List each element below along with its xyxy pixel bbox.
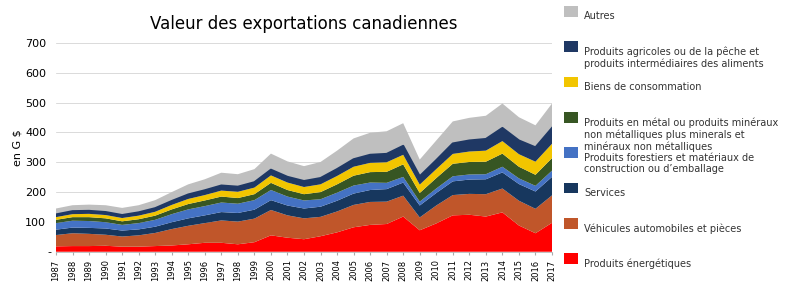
- Text: Services: Services: [584, 188, 625, 198]
- Title: Valeur des exportations canadiennes: Valeur des exportations canadiennes: [150, 15, 458, 33]
- Text: Produits en métal ou produits minéraux
non métalliques plus minerals et
minéraux: Produits en métal ou produits minéraux n…: [584, 117, 778, 152]
- Text: Véhicules automobiles et pièces: Véhicules automobiles et pièces: [584, 223, 742, 234]
- Text: Produits agricoles ou de la pêche et
produits intermédiaires des aliments: Produits agricoles ou de la pêche et pro…: [584, 47, 764, 69]
- Text: Biens de consommation: Biens de consommation: [584, 82, 702, 92]
- Text: Autres: Autres: [584, 11, 616, 21]
- Text: Produits forestiers et matériaux de
construction ou d’emballage: Produits forestiers et matériaux de cons…: [584, 153, 754, 174]
- Text: Produits énergétiques: Produits énergétiques: [584, 258, 691, 269]
- Text: -: -: [47, 247, 51, 257]
- Y-axis label: en G $: en G $: [12, 129, 22, 166]
